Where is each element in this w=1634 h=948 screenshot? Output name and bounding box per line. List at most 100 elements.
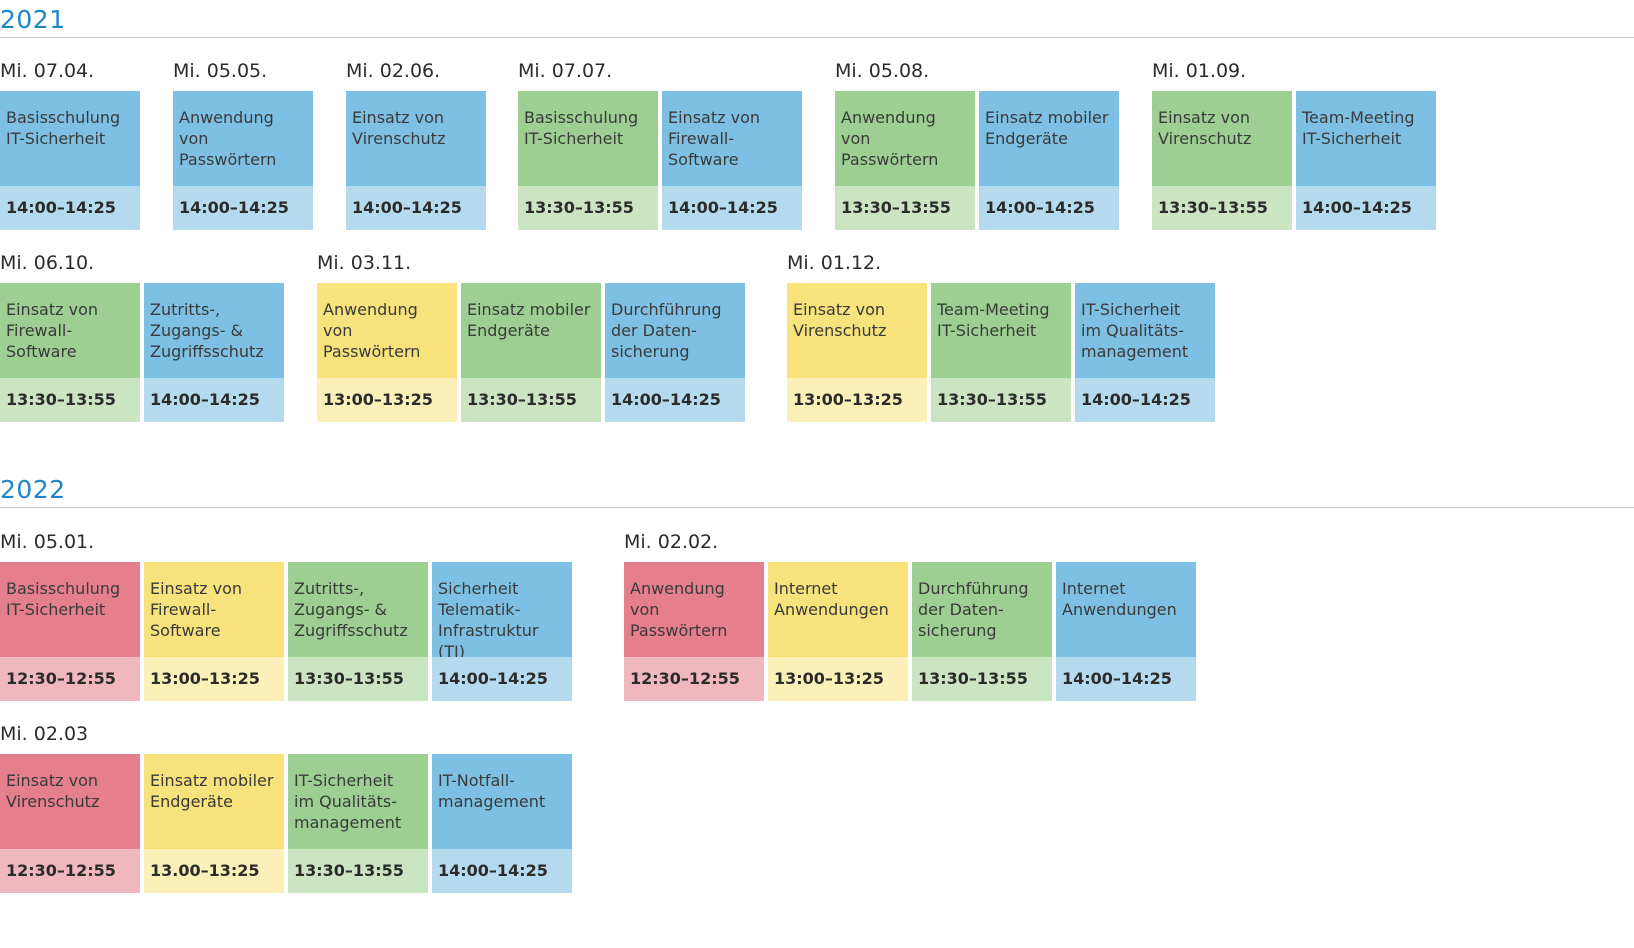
session-date: Mi. 02.03 [0,723,89,745]
session-time: 13:30–13:55 [288,849,428,893]
session-time: 13:30–13:55 [461,378,601,422]
session-card[interactable]: Einsatz mobiler Endgeräte 13:30–13:55 [461,283,601,422]
session-time: 14:00–14:25 [605,378,745,422]
session-title: Durchführung der Daten- sicherung [605,283,745,378]
session-card[interactable]: Sicherheit Telematik- Infrastruktur (TI)… [432,562,572,701]
session-card[interactable]: Einsatz von Firewall- Software 13:00–13:2… [144,562,284,701]
session-card[interactable]: Team-Meeting IT-Sicherheit 13:30–13:55 [931,283,1071,422]
session-title: Einsatz von Firewall- Software [662,91,802,186]
session-date: Mi. 03.11. [317,252,412,274]
session-card[interactable]: Einsatz von Virenschutz 14:00–14:25 [346,91,486,230]
session-card[interactable]: Einsatz von Virenschutz 13:30–13:55 [1152,91,1292,230]
session-title: Einsatz von Virenschutz [0,754,140,849]
session-date: Mi. 05.08. [835,60,930,82]
session-card[interactable]: IT-Sicherheit im Qualitäts- management 13… [288,754,428,893]
session-title: IT-Notfall- management [432,754,572,849]
session-date: Mi. 07.07. [518,60,613,82]
session-time: 14:00–14:25 [432,657,572,701]
session-time: 14:00–14:25 [432,849,572,893]
session-title: Einsatz von Virenschutz [1152,91,1292,186]
session-time: 14:00–14:25 [173,186,313,230]
session-card[interactable]: Einsatz mobiler Endgeräte 14:00–14:25 [979,91,1119,230]
session-card[interactable]: IT-Notfall- management 14:00–14:25 [432,754,572,893]
session-card[interactable]: Basisschulung IT-Sicherheit 12:30–12:55 [0,562,140,701]
session-time: 13:00–13:25 [768,657,908,701]
session-card[interactable]: Durchführung der Daten- sicherung 14:00–1… [605,283,745,422]
year-heading-2022: 2022 [0,475,66,504]
session-date: Mi. 07.04. [0,60,95,82]
session-time: 13:00–13:25 [144,657,284,701]
session-title: Einsatz von Firewall- Software [0,283,140,378]
session-title: Zutritts-, Zugangs- & Zugriffsschutz [144,283,284,378]
session-card[interactable]: Einsatz mobiler Endgeräte 13.00–13:25 [144,754,284,893]
session-card[interactable]: Einsatz von Firewall- Software 13:30–13:5… [0,283,140,422]
session-card[interactable]: Anwendung von Passwörtern 13:00–13:25 [317,283,457,422]
session-time: 13:30–13:55 [518,186,658,230]
session-time: 14:00–14:25 [144,378,284,422]
session-card[interactable]: Basisschulung IT-Sicherheit 13:30–13:55 [518,91,658,230]
session-title: Anwendung von Passwörtern [317,283,457,378]
session-title: Anwendung von Passwörtern [173,91,313,186]
year-heading-2021: 2021 [0,5,66,34]
session-date: Mi. 02.02. [624,531,719,553]
session-card[interactable]: Einsatz von Virenschutz 13:00–13:25 [787,283,927,422]
session-date: Mi. 01.09. [1152,60,1247,82]
session-card[interactable]: Anwendung von Passwörtern 14:00–14:25 [173,91,313,230]
session-time: 13:30–13:55 [835,186,975,230]
session-card[interactable]: Einsatz von Firewall- Software 14:00–14:2… [662,91,802,230]
session-time: 14:00–14:25 [662,186,802,230]
session-card[interactable]: IT-Sicherheit im Qualitäts- management 14… [1075,283,1215,422]
divider [0,507,1634,508]
session-date: Mi. 06.10. [0,252,95,274]
session-time: 14:00–14:25 [979,186,1119,230]
session-card[interactable]: Zutritts-, Zugangs- & Zugriffsschutz 13:3… [288,562,428,701]
session-time: 13:00–13:25 [787,378,927,422]
session-title: Einsatz von Virenschutz [346,91,486,186]
session-card[interactable]: Internet Anwendungen 14:00–14:25 [1056,562,1196,701]
session-title: Team-Meeting IT-Sicherheit [931,283,1071,378]
session-title: Zutritts-, Zugangs- & Zugriffsschutz [288,562,428,657]
session-title: Einsatz von Firewall- Software [144,562,284,657]
session-time: 13:30–13:55 [912,657,1052,701]
session-card[interactable]: Einsatz von Virenschutz 12:30–12:55 [0,754,140,893]
session-time: 12:30–12:55 [0,849,140,893]
session-time: 14:00–14:25 [346,186,486,230]
session-title: Internet Anwendungen [768,562,908,657]
session-time: 13:30–13:55 [288,657,428,701]
session-time: 13:30–13:55 [931,378,1071,422]
session-date: Mi. 02.06. [346,60,441,82]
session-title: Basisschulung IT-Sicherheit [0,91,140,186]
session-title: Einsatz von Virenschutz [787,283,927,378]
session-time: 14:00–14:25 [1296,186,1436,230]
session-title: Team-Meeting IT-Sicherheit [1296,91,1436,186]
session-time: 12:30–12:55 [0,657,140,701]
session-title: Einsatz mobiler Endgeräte [461,283,601,378]
session-card[interactable]: Anwendung von Passwörtern 12:30–12:55 [624,562,764,701]
session-title: Sicherheit Telematik- Infrastruktur (TI) [432,562,572,657]
session-title: Anwendung von Passwörtern [624,562,764,657]
session-card[interactable]: Durchführung der Daten- sicherung 13:30–1… [912,562,1052,701]
session-title: Einsatz mobiler Endgeräte [979,91,1119,186]
session-card[interactable]: Basisschulung IT-Sicherheit 14:00–14:25 [0,91,140,230]
session-time: 13:00–13:25 [317,378,457,422]
divider [0,37,1634,38]
session-time: 13.00–13:25 [144,849,284,893]
session-date: Mi. 05.05. [173,60,268,82]
session-time: 14:00–14:25 [1075,378,1215,422]
session-time: 14:00–14:25 [0,186,140,230]
session-time: 13:30–13:55 [1152,186,1292,230]
session-title: IT-Sicherheit im Qualitäts- management [288,754,428,849]
session-date: Mi. 01.12. [787,252,882,274]
session-title: Basisschulung IT-Sicherheit [518,91,658,186]
session-title: Anwendung von Passwörtern [835,91,975,186]
session-time: 12:30–12:55 [624,657,764,701]
session-title: Internet Anwendungen [1056,562,1196,657]
session-card[interactable]: Zutritts-, Zugangs- & Zugriffsschutz 14:0… [144,283,284,422]
session-card[interactable]: Team-Meeting IT-Sicherheit 14:00–14:25 [1296,91,1436,230]
session-title: Basisschulung IT-Sicherheit [0,562,140,657]
session-title: IT-Sicherheit im Qualitäts- management [1075,283,1215,378]
session-card[interactable]: Internet Anwendungen 13:00–13:25 [768,562,908,701]
session-title: Einsatz mobiler Endgeräte [144,754,284,849]
session-time: 14:00–14:25 [1056,657,1196,701]
session-card[interactable]: Anwendung von Passwörtern 13:30–13:55 [835,91,975,230]
